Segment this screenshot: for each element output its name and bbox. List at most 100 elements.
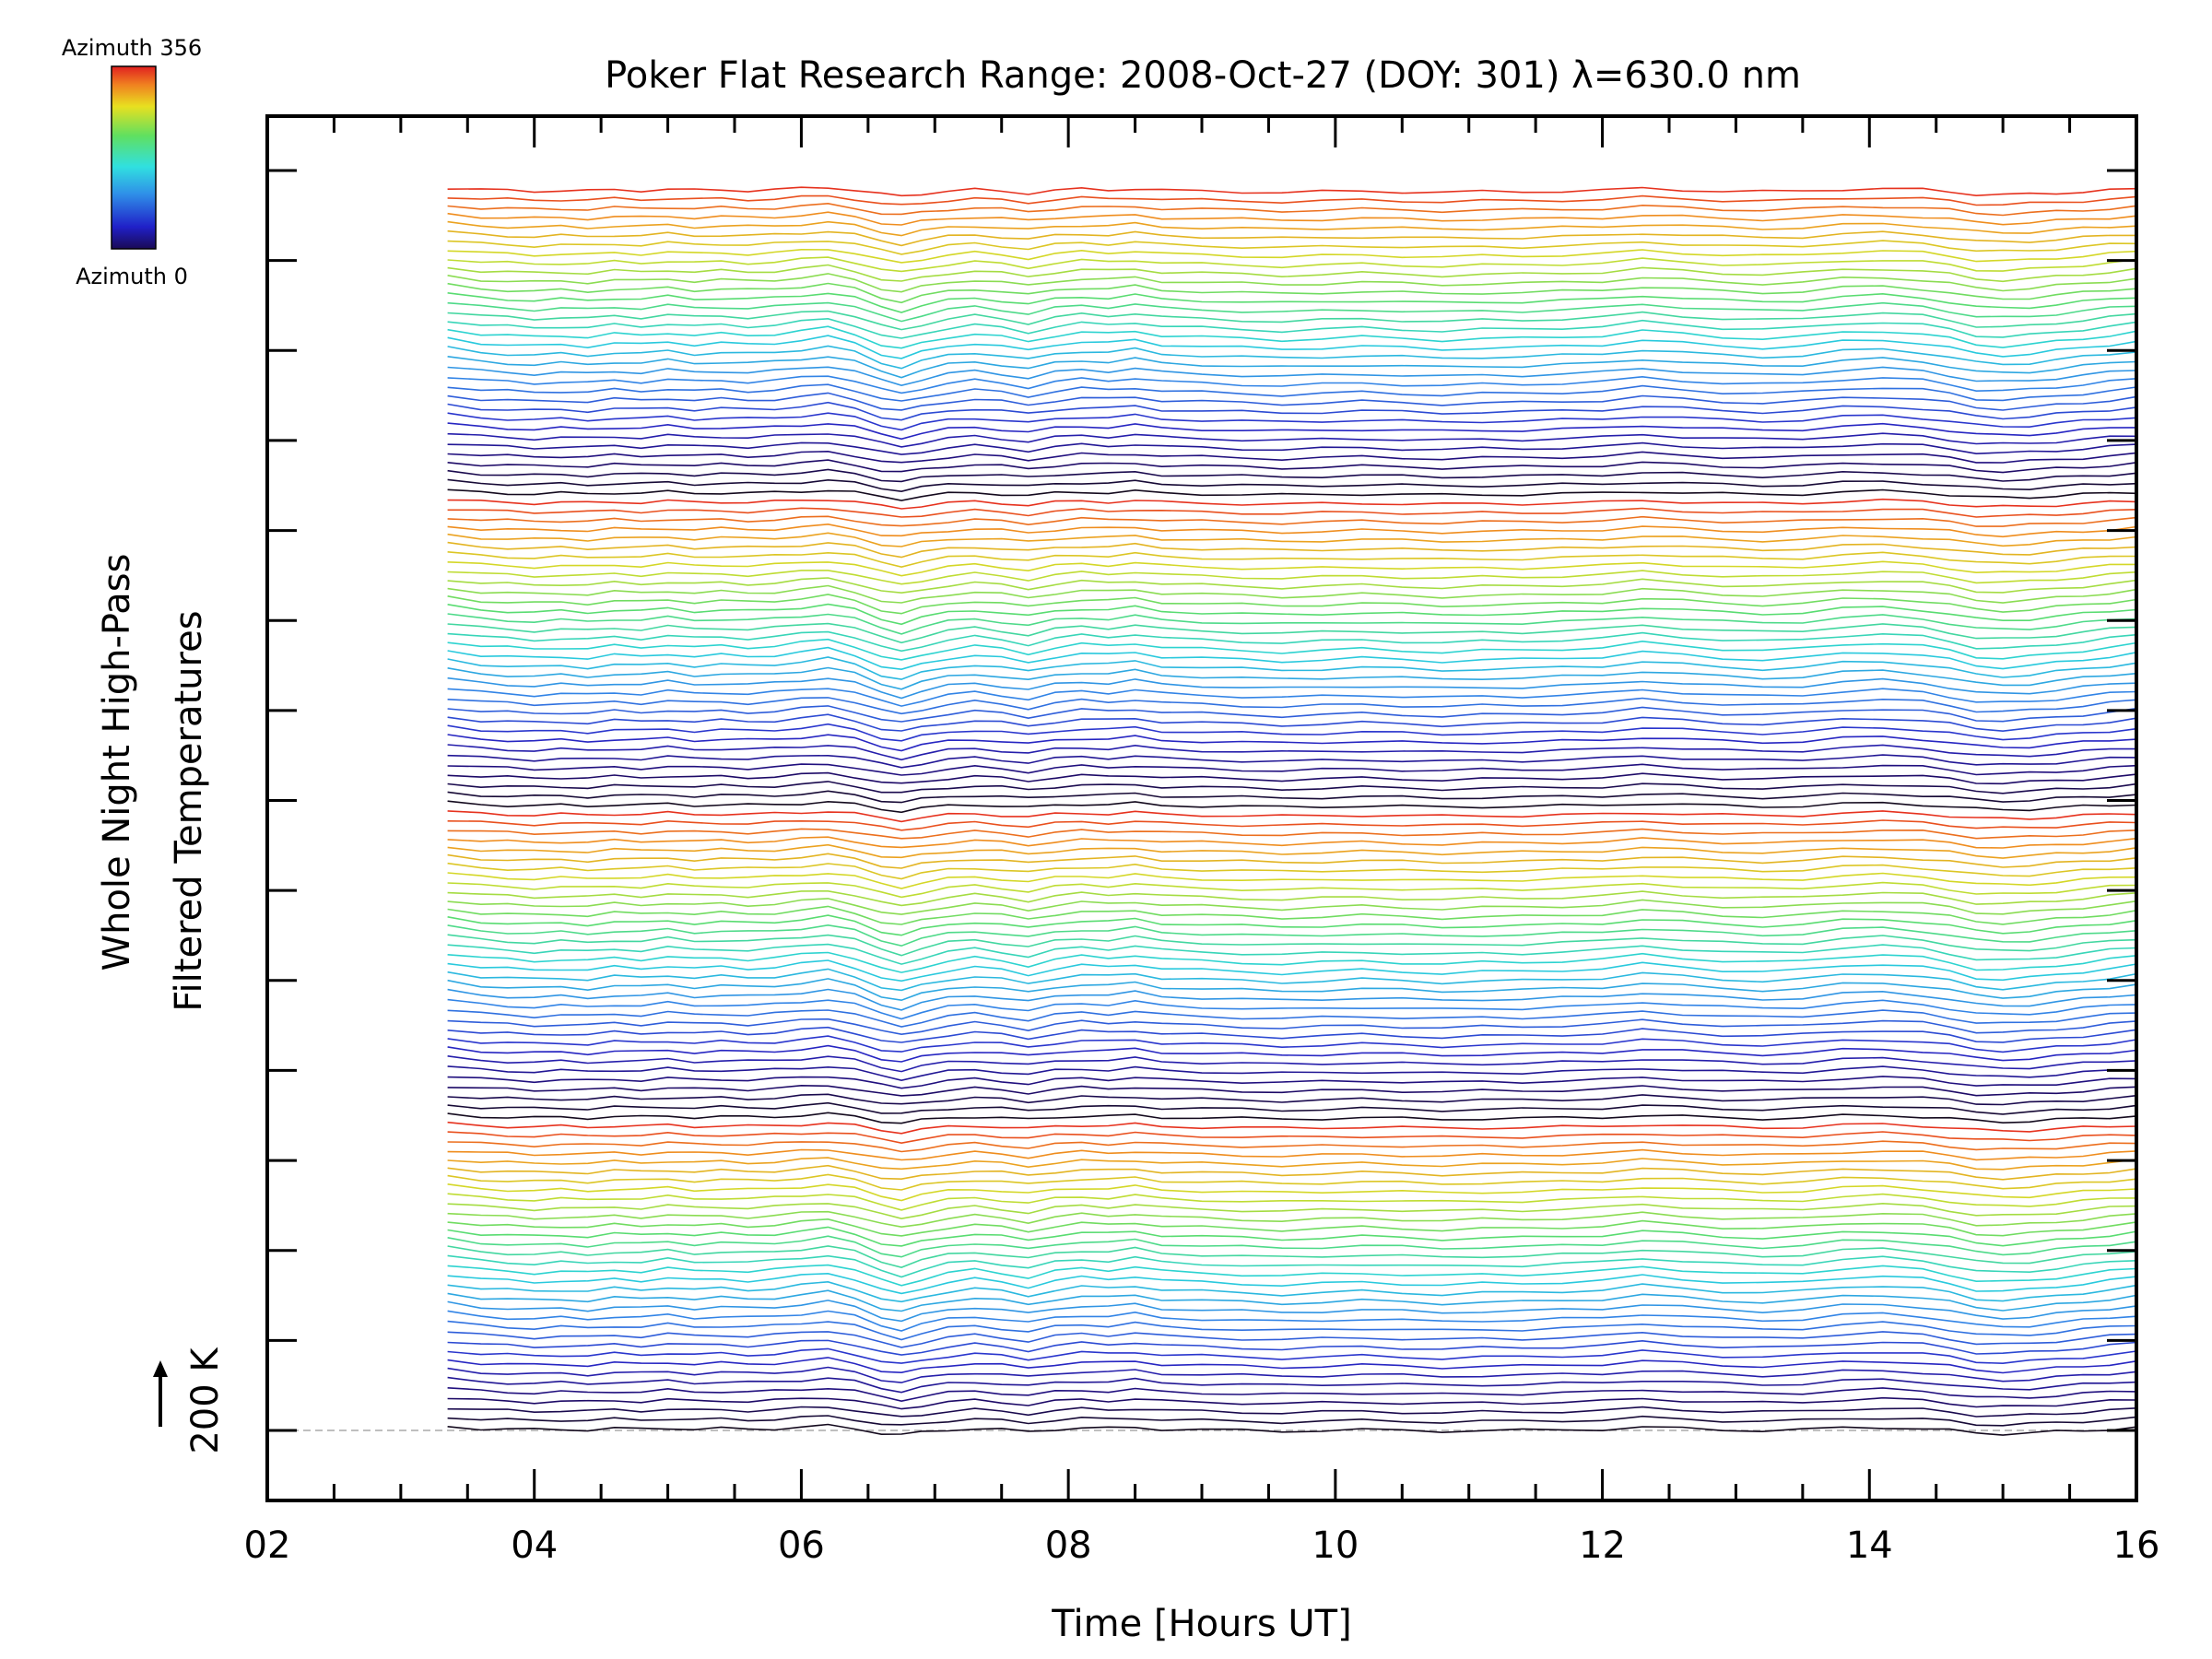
series-line-57 bbox=[447, 898, 2137, 915]
series-line-82 bbox=[447, 666, 2137, 690]
series-line-19 bbox=[447, 1245, 2137, 1268]
series-line-97 bbox=[447, 532, 2137, 547]
series-line-99 bbox=[447, 515, 2137, 527]
series-line-91 bbox=[447, 584, 2137, 604]
series-line-133 bbox=[447, 202, 2137, 217]
series-line-93 bbox=[447, 570, 2137, 585]
chart-title: Poker Flat Research Range: 2008-Oct-27 (… bbox=[605, 54, 1801, 97]
series-line-120 bbox=[447, 317, 2137, 339]
series-line-73 bbox=[447, 754, 2137, 769]
series-line-100 bbox=[447, 507, 2137, 518]
series-line-15 bbox=[447, 1280, 2137, 1303]
series-line-80 bbox=[447, 688, 2137, 707]
series-line-26 bbox=[447, 1183, 2137, 1202]
series-line-31 bbox=[447, 1140, 2137, 1153]
series-line-85 bbox=[447, 638, 2137, 661]
series-line-0 bbox=[447, 1423, 2137, 1436]
series-line-32 bbox=[447, 1131, 2137, 1145]
series-line-39 bbox=[447, 1065, 2137, 1082]
x-tick-label: 16 bbox=[2113, 1524, 2160, 1567]
series-line-33 bbox=[447, 1121, 2137, 1135]
series-line-3 bbox=[447, 1396, 2137, 1410]
scale-label: 200 K bbox=[184, 1347, 227, 1454]
series-line-62 bbox=[447, 853, 2137, 869]
series-line-59 bbox=[447, 881, 2137, 899]
series-line-53 bbox=[447, 934, 2137, 957]
series-line-79 bbox=[447, 697, 2137, 715]
series-line-34 bbox=[447, 1112, 2137, 1124]
tick-layer: 02 04 06 08 10 12 14 16 bbox=[244, 116, 2160, 1567]
series-line-131 bbox=[447, 220, 2137, 237]
series-line-44 bbox=[447, 1018, 2137, 1036]
series-line-13 bbox=[447, 1300, 2137, 1323]
series-line-78 bbox=[447, 705, 2137, 723]
series-line-42 bbox=[447, 1035, 2137, 1053]
y-axis-label-line1: Whole Night High-Pass bbox=[96, 554, 138, 971]
series-line-49 bbox=[447, 968, 2137, 992]
series-line-114 bbox=[447, 375, 2137, 394]
series-line-106 bbox=[447, 450, 2137, 464]
series-line-51 bbox=[447, 951, 2137, 973]
series-line-17 bbox=[447, 1264, 2137, 1287]
x-tick-label: 14 bbox=[1846, 1524, 1893, 1567]
series-line-115 bbox=[447, 366, 2137, 387]
series-line-75 bbox=[447, 734, 2137, 752]
series-line-104 bbox=[447, 468, 2137, 483]
series-line-27 bbox=[447, 1173, 2137, 1191]
series-line-77 bbox=[447, 713, 2137, 733]
series-line-11 bbox=[447, 1320, 2137, 1341]
series-line-28 bbox=[447, 1164, 2137, 1181]
colorbar-top-label: Azimuth 356 bbox=[62, 35, 202, 61]
series-line-68 bbox=[447, 800, 2137, 814]
series-line-117 bbox=[447, 345, 2137, 370]
series-line-10 bbox=[447, 1331, 2137, 1348]
x-tick-label: 12 bbox=[1579, 1524, 1626, 1567]
series-line-47 bbox=[447, 988, 2137, 1011]
x-tick-label: 04 bbox=[511, 1524, 558, 1567]
colorbar bbox=[111, 65, 157, 250]
series-line-105 bbox=[447, 459, 2137, 474]
series-line-81 bbox=[447, 677, 2137, 700]
series-line-128 bbox=[447, 248, 2137, 264]
series-line-135 bbox=[447, 186, 2137, 197]
series-line-98 bbox=[447, 523, 2137, 538]
series-line-112 bbox=[447, 392, 2137, 411]
series-line-25 bbox=[447, 1193, 2137, 1211]
series-line-108 bbox=[447, 432, 2137, 448]
series-line-67 bbox=[447, 810, 2137, 823]
series-line-123 bbox=[447, 292, 2137, 313]
series-line-46 bbox=[447, 998, 2137, 1020]
series-line-132 bbox=[447, 211, 2137, 226]
series-line-86 bbox=[447, 630, 2137, 653]
series-line-60 bbox=[447, 872, 2137, 889]
series-line-88 bbox=[447, 613, 2137, 635]
series-line-16 bbox=[447, 1272, 2137, 1295]
series-line-18 bbox=[447, 1254, 2137, 1278]
series-line-21 bbox=[447, 1226, 2137, 1247]
series-line-126 bbox=[447, 264, 2137, 283]
series-line-122 bbox=[447, 301, 2137, 323]
series-line-124 bbox=[447, 282, 2137, 304]
series-line-14 bbox=[447, 1289, 2137, 1312]
series-line-90 bbox=[447, 594, 2137, 615]
series-line-45 bbox=[447, 1009, 2137, 1028]
series-line-8 bbox=[447, 1347, 2137, 1365]
series-line-22 bbox=[447, 1218, 2137, 1237]
series-line-119 bbox=[447, 325, 2137, 349]
series-line-102 bbox=[447, 488, 2137, 501]
colorbar-bottom-label: Azimuth 0 bbox=[76, 264, 188, 289]
series-line-76 bbox=[447, 723, 2137, 742]
series-line-72 bbox=[447, 763, 2137, 776]
series-line-70 bbox=[447, 781, 2137, 794]
series-line-103 bbox=[447, 478, 2137, 493]
series-line-74 bbox=[447, 744, 2136, 761]
series-line-107 bbox=[447, 441, 2137, 455]
series-line-35 bbox=[447, 1101, 2137, 1115]
series-line-24 bbox=[447, 1202, 2137, 1220]
series-line-118 bbox=[447, 335, 2137, 359]
x-tick-label: 02 bbox=[244, 1524, 291, 1567]
series-line-87 bbox=[447, 622, 2137, 644]
series-line-56 bbox=[447, 905, 2137, 925]
series-line-12 bbox=[447, 1310, 2137, 1332]
